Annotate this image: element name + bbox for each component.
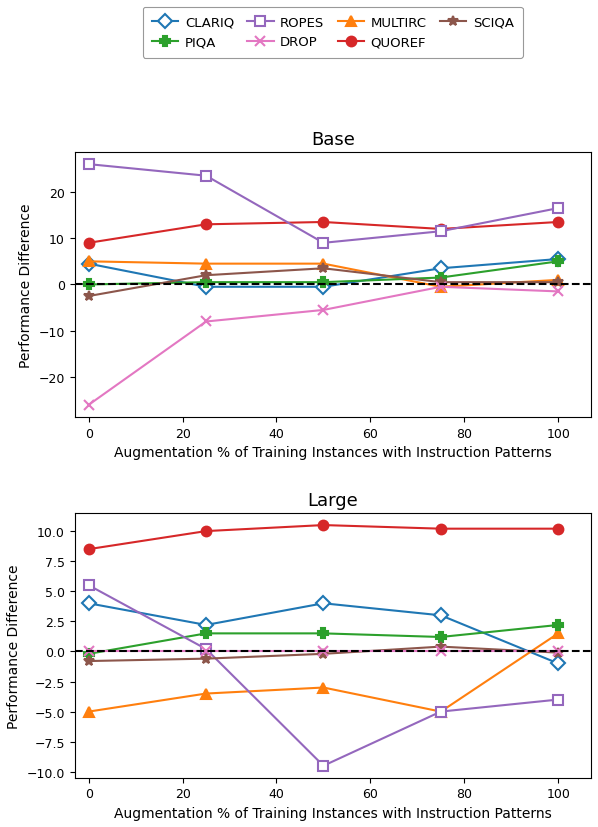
Title: Base: Base bbox=[311, 131, 355, 149]
X-axis label: Augmentation % of Training Instances with Instruction Patterns: Augmentation % of Training Instances wit… bbox=[114, 806, 552, 820]
Title: Large: Large bbox=[307, 491, 358, 509]
X-axis label: Augmentation % of Training Instances with Instruction Patterns: Augmentation % of Training Instances wit… bbox=[114, 446, 552, 460]
Y-axis label: Performance Difference: Performance Difference bbox=[7, 563, 21, 728]
Y-axis label: Performance Difference: Performance Difference bbox=[19, 203, 33, 367]
Legend: CLARIQ, PIQA, ROPES, DROP, MULTIRC, QUOREF, SCIQA: CLARIQ, PIQA, ROPES, DROP, MULTIRC, QUOR… bbox=[142, 7, 523, 59]
